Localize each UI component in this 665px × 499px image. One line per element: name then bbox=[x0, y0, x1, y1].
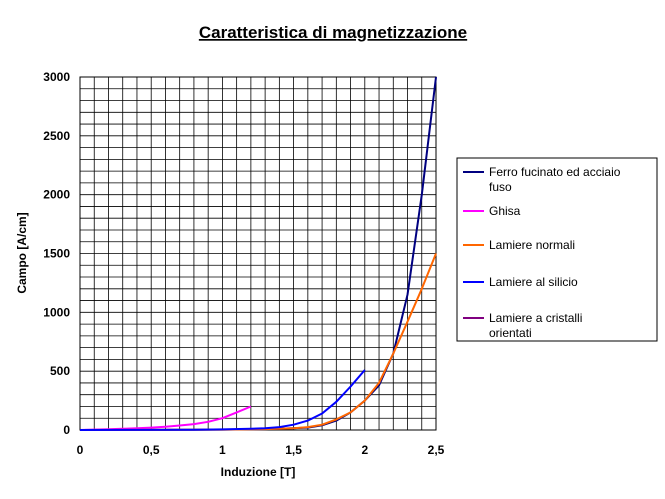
y-tick-label: 3000 bbox=[43, 70, 70, 84]
x-tick-label: 1 bbox=[219, 443, 226, 457]
legend-label: Ghisa bbox=[489, 204, 521, 218]
y-tick-label: 1500 bbox=[43, 247, 70, 261]
legend: Ferro fucinato ed acciaio fuso Ghisa Lamier… bbox=[456, 157, 658, 342]
x-axis-label: Induzione [T] bbox=[221, 465, 296, 479]
y-tick-label: 0 bbox=[63, 423, 70, 437]
x-tick-label: 2 bbox=[361, 443, 368, 457]
x-tick-label: 1,5 bbox=[285, 443, 302, 457]
y-tick-label: 2000 bbox=[43, 188, 70, 202]
y-tick-label: 500 bbox=[50, 364, 70, 378]
y-tick-label: 2500 bbox=[43, 129, 70, 143]
x-tick-label: 2,5 bbox=[428, 443, 445, 457]
y-axis-label: Campo [A/cm] bbox=[15, 212, 29, 293]
plot-grid bbox=[80, 77, 436, 430]
y-tick-labels: 0 500 1000 1500 2000 2500 3000 bbox=[43, 70, 70, 437]
chart-title: Caratteristica di magnetizzazione bbox=[199, 23, 467, 42]
legend-label: Lamiere a cristalli orientati bbox=[489, 311, 582, 340]
y-tick-label: 1000 bbox=[43, 305, 70, 319]
legend-box bbox=[456, 157, 658, 342]
legend-label: Lamiere normali bbox=[489, 238, 575, 252]
x-tick-label: 0 bbox=[77, 443, 84, 457]
series-line-2 bbox=[79, 253, 437, 431]
series-lines bbox=[79, 76, 437, 431]
legend-label: Lamiere al silicio bbox=[489, 275, 578, 289]
x-tick-label: 0,5 bbox=[143, 443, 160, 457]
x-tick-labels: 0 0,5 1 1,5 2 2,5 bbox=[77, 443, 445, 457]
series-line-3 bbox=[79, 369, 366, 431]
legend-label: Ferro fucinato ed acciaio fuso bbox=[489, 165, 621, 194]
